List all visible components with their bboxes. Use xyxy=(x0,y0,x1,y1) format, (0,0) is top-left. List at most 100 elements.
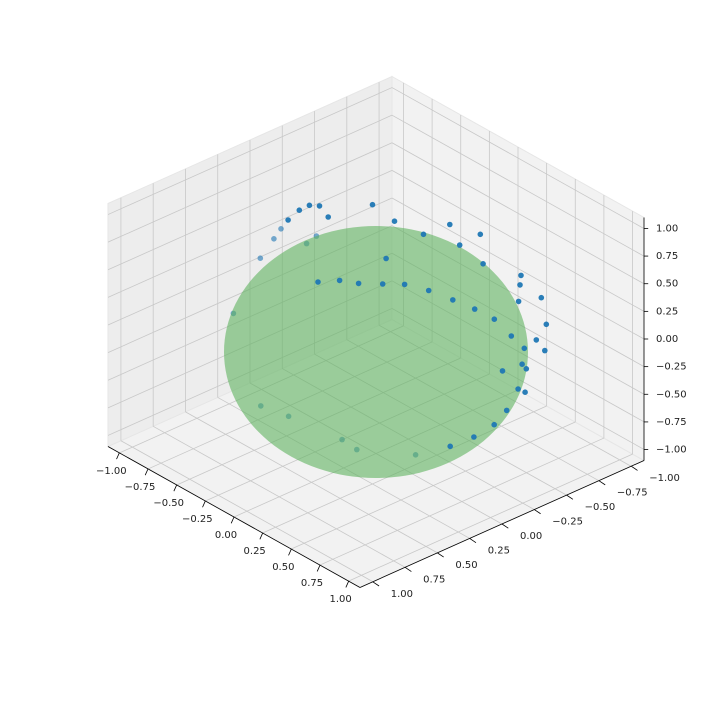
grid-line xyxy=(107,170,393,298)
tick-marks xyxy=(116,228,649,588)
data-point xyxy=(519,361,525,368)
data-point xyxy=(296,207,303,213)
y-tick-label: −0.50 xyxy=(585,502,616,513)
y-tick xyxy=(630,465,638,471)
x-tick-label: 1.00 xyxy=(330,594,352,605)
y-tick xyxy=(598,480,606,486)
x-tick xyxy=(288,548,292,556)
y-tick xyxy=(566,494,574,500)
data-point xyxy=(425,287,432,294)
data-point xyxy=(538,294,545,301)
y-tick-label: 0.00 xyxy=(520,531,542,542)
data-point xyxy=(542,347,548,354)
z-tick-label: −1.00 xyxy=(656,445,687,456)
data-point xyxy=(306,202,313,209)
x-tick-label: 0.00 xyxy=(215,530,237,541)
y-tick-label: 0.25 xyxy=(488,545,510,556)
x-tick-label: 0.50 xyxy=(272,562,294,573)
grid-line xyxy=(107,197,393,326)
grid-line xyxy=(152,425,406,568)
z-tick-label: −0.75 xyxy=(656,417,687,428)
x-tick-label: −0.25 xyxy=(182,514,213,525)
y-tick xyxy=(469,538,477,543)
y-tick-label: 1.00 xyxy=(391,589,413,600)
data-point xyxy=(515,298,522,305)
data-point xyxy=(480,261,486,267)
y-tick-label: 0.50 xyxy=(455,560,477,571)
data-point xyxy=(379,281,386,287)
data-point xyxy=(383,255,389,262)
x-tick xyxy=(316,564,321,572)
grid-line xyxy=(348,453,633,582)
data-point xyxy=(503,407,510,414)
y-tick xyxy=(437,552,444,558)
data-point xyxy=(515,386,521,392)
grid-line xyxy=(291,421,576,550)
data-point xyxy=(477,231,484,238)
data-point xyxy=(491,316,498,323)
z-tick-label: 0.00 xyxy=(656,334,678,345)
grid-line xyxy=(120,440,374,583)
data-point xyxy=(369,201,376,208)
y-tick xyxy=(534,509,541,515)
data-point xyxy=(499,368,506,374)
data-point xyxy=(517,282,523,288)
data-point xyxy=(271,236,277,242)
data-point xyxy=(471,434,477,440)
x-tick xyxy=(230,516,235,524)
x-tick-label: −1.00 xyxy=(96,466,127,477)
grid-line xyxy=(391,170,645,312)
data-point xyxy=(518,272,524,279)
z-tick-label: −0.50 xyxy=(656,389,687,400)
data-point xyxy=(325,214,332,220)
y-tick-label: −0.25 xyxy=(552,517,583,528)
data-point xyxy=(533,337,540,343)
grid-line xyxy=(391,114,645,257)
data-point xyxy=(521,345,528,352)
grid-line xyxy=(107,87,393,215)
z-tick-label: 0.50 xyxy=(656,279,678,290)
z-tick-label: 0.75 xyxy=(656,251,678,262)
data-point xyxy=(543,321,550,328)
x-tick-label: −0.75 xyxy=(125,482,156,493)
data-point xyxy=(315,279,321,285)
y-tick xyxy=(404,567,412,572)
data-point xyxy=(508,333,515,339)
sphere-surface xyxy=(224,226,528,478)
x-tick-label: 0.75 xyxy=(301,578,323,589)
x-tick xyxy=(259,532,264,540)
grid-line xyxy=(391,142,645,285)
tick-labels: −1.00−0.75−0.50−0.250.000.250.500.751.00… xyxy=(96,223,687,605)
data-point xyxy=(522,389,528,396)
data-point xyxy=(491,421,498,428)
grid-line xyxy=(319,437,605,566)
data-point xyxy=(391,218,398,224)
data-point xyxy=(278,226,284,232)
grid-line xyxy=(107,142,393,271)
y-tick-label: −0.75 xyxy=(617,488,648,499)
grid-line xyxy=(391,197,645,340)
points-front xyxy=(285,201,550,450)
data-point xyxy=(316,203,323,209)
x-tick xyxy=(345,580,350,588)
y-tick-label: 0.75 xyxy=(423,574,445,585)
x-tick-label: 0.25 xyxy=(244,546,266,557)
z-tick-label: 1.00 xyxy=(656,223,678,234)
data-point xyxy=(285,217,291,223)
data-point xyxy=(471,306,478,312)
data-point xyxy=(447,221,453,228)
x-tick xyxy=(116,452,120,460)
grid-line xyxy=(107,114,393,243)
data-point xyxy=(450,297,456,303)
x-tick xyxy=(173,484,178,492)
data-point xyxy=(355,280,362,287)
data-point xyxy=(336,277,343,284)
data-point xyxy=(257,255,264,261)
x-tick xyxy=(144,468,149,476)
grid-line xyxy=(391,87,645,229)
data-point xyxy=(456,242,463,248)
data-point xyxy=(420,231,427,238)
x-tick-label: −0.50 xyxy=(153,498,184,509)
z-tick-label: −0.25 xyxy=(656,362,687,373)
z-tick-label: 0.25 xyxy=(656,306,678,317)
